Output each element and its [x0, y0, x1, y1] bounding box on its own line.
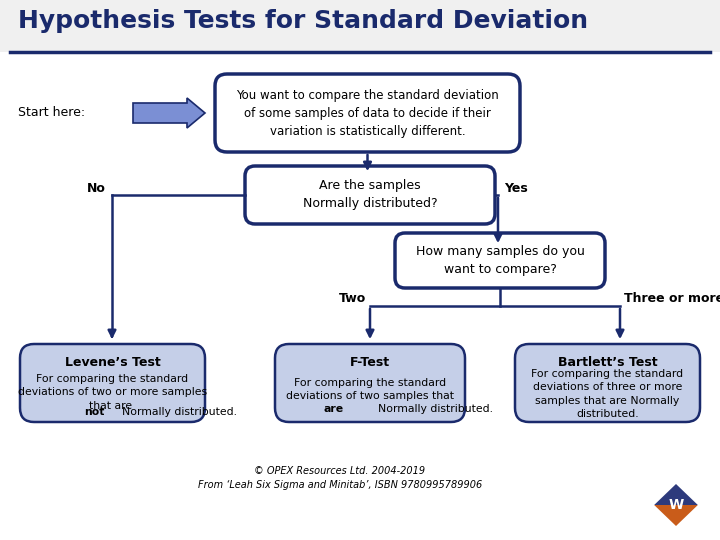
Text: W: W [668, 498, 683, 512]
Text: Start here:: Start here: [18, 106, 85, 119]
FancyBboxPatch shape [275, 344, 465, 422]
Text: Three or more: Three or more [624, 293, 720, 306]
Text: Hypothesis Tests for Standard Deviation: Hypothesis Tests for Standard Deviation [18, 9, 588, 33]
Text: not: not [84, 407, 104, 417]
Text: For comparing the standard
deviations of three or more
samples that are Normally: For comparing the standard deviations of… [531, 369, 683, 418]
Bar [0, 0, 720, 52]
Text: Levene’s Test: Levene’s Test [65, 356, 161, 369]
FancyBboxPatch shape [215, 74, 520, 152]
FancyBboxPatch shape [245, 166, 495, 224]
Text: Two: Two [338, 293, 366, 306]
FancyBboxPatch shape [395, 233, 605, 288]
FancyArrow shape [133, 98, 205, 128]
Text: For comparing the standard
deviations of two or more samples
that are: For comparing the standard deviations of… [18, 374, 207, 410]
Text: How many samples do you
want to compare?: How many samples do you want to compare? [415, 245, 585, 276]
Text: Bartlett’s Test: Bartlett’s Test [558, 356, 657, 369]
Text: Yes: Yes [504, 183, 528, 195]
Text: For comparing the standard
deviations of two samples that: For comparing the standard deviations of… [286, 377, 454, 401]
FancyBboxPatch shape [20, 344, 205, 422]
Text: No: No [87, 183, 106, 195]
Text: Are the samples
Normally distributed?: Are the samples Normally distributed? [302, 179, 437, 211]
Text: Normally distributed.: Normally distributed. [122, 407, 238, 417]
Text: © OPEX Resources Ltd. 2004-2019
From ‘Leah Six Sigma and Minitab’, ISBN 97809957: © OPEX Resources Ltd. 2004-2019 From ‘Le… [198, 466, 482, 490]
Text: F-Test: F-Test [350, 356, 390, 369]
Polygon shape [654, 484, 698, 505]
FancyBboxPatch shape [515, 344, 700, 422]
Text: are: are [324, 404, 344, 414]
Text: You want to compare the standard deviation
of some samples of data to decide if : You want to compare the standard deviati… [236, 89, 499, 138]
Text: Normally distributed.: Normally distributed. [378, 404, 493, 414]
Polygon shape [654, 505, 698, 526]
